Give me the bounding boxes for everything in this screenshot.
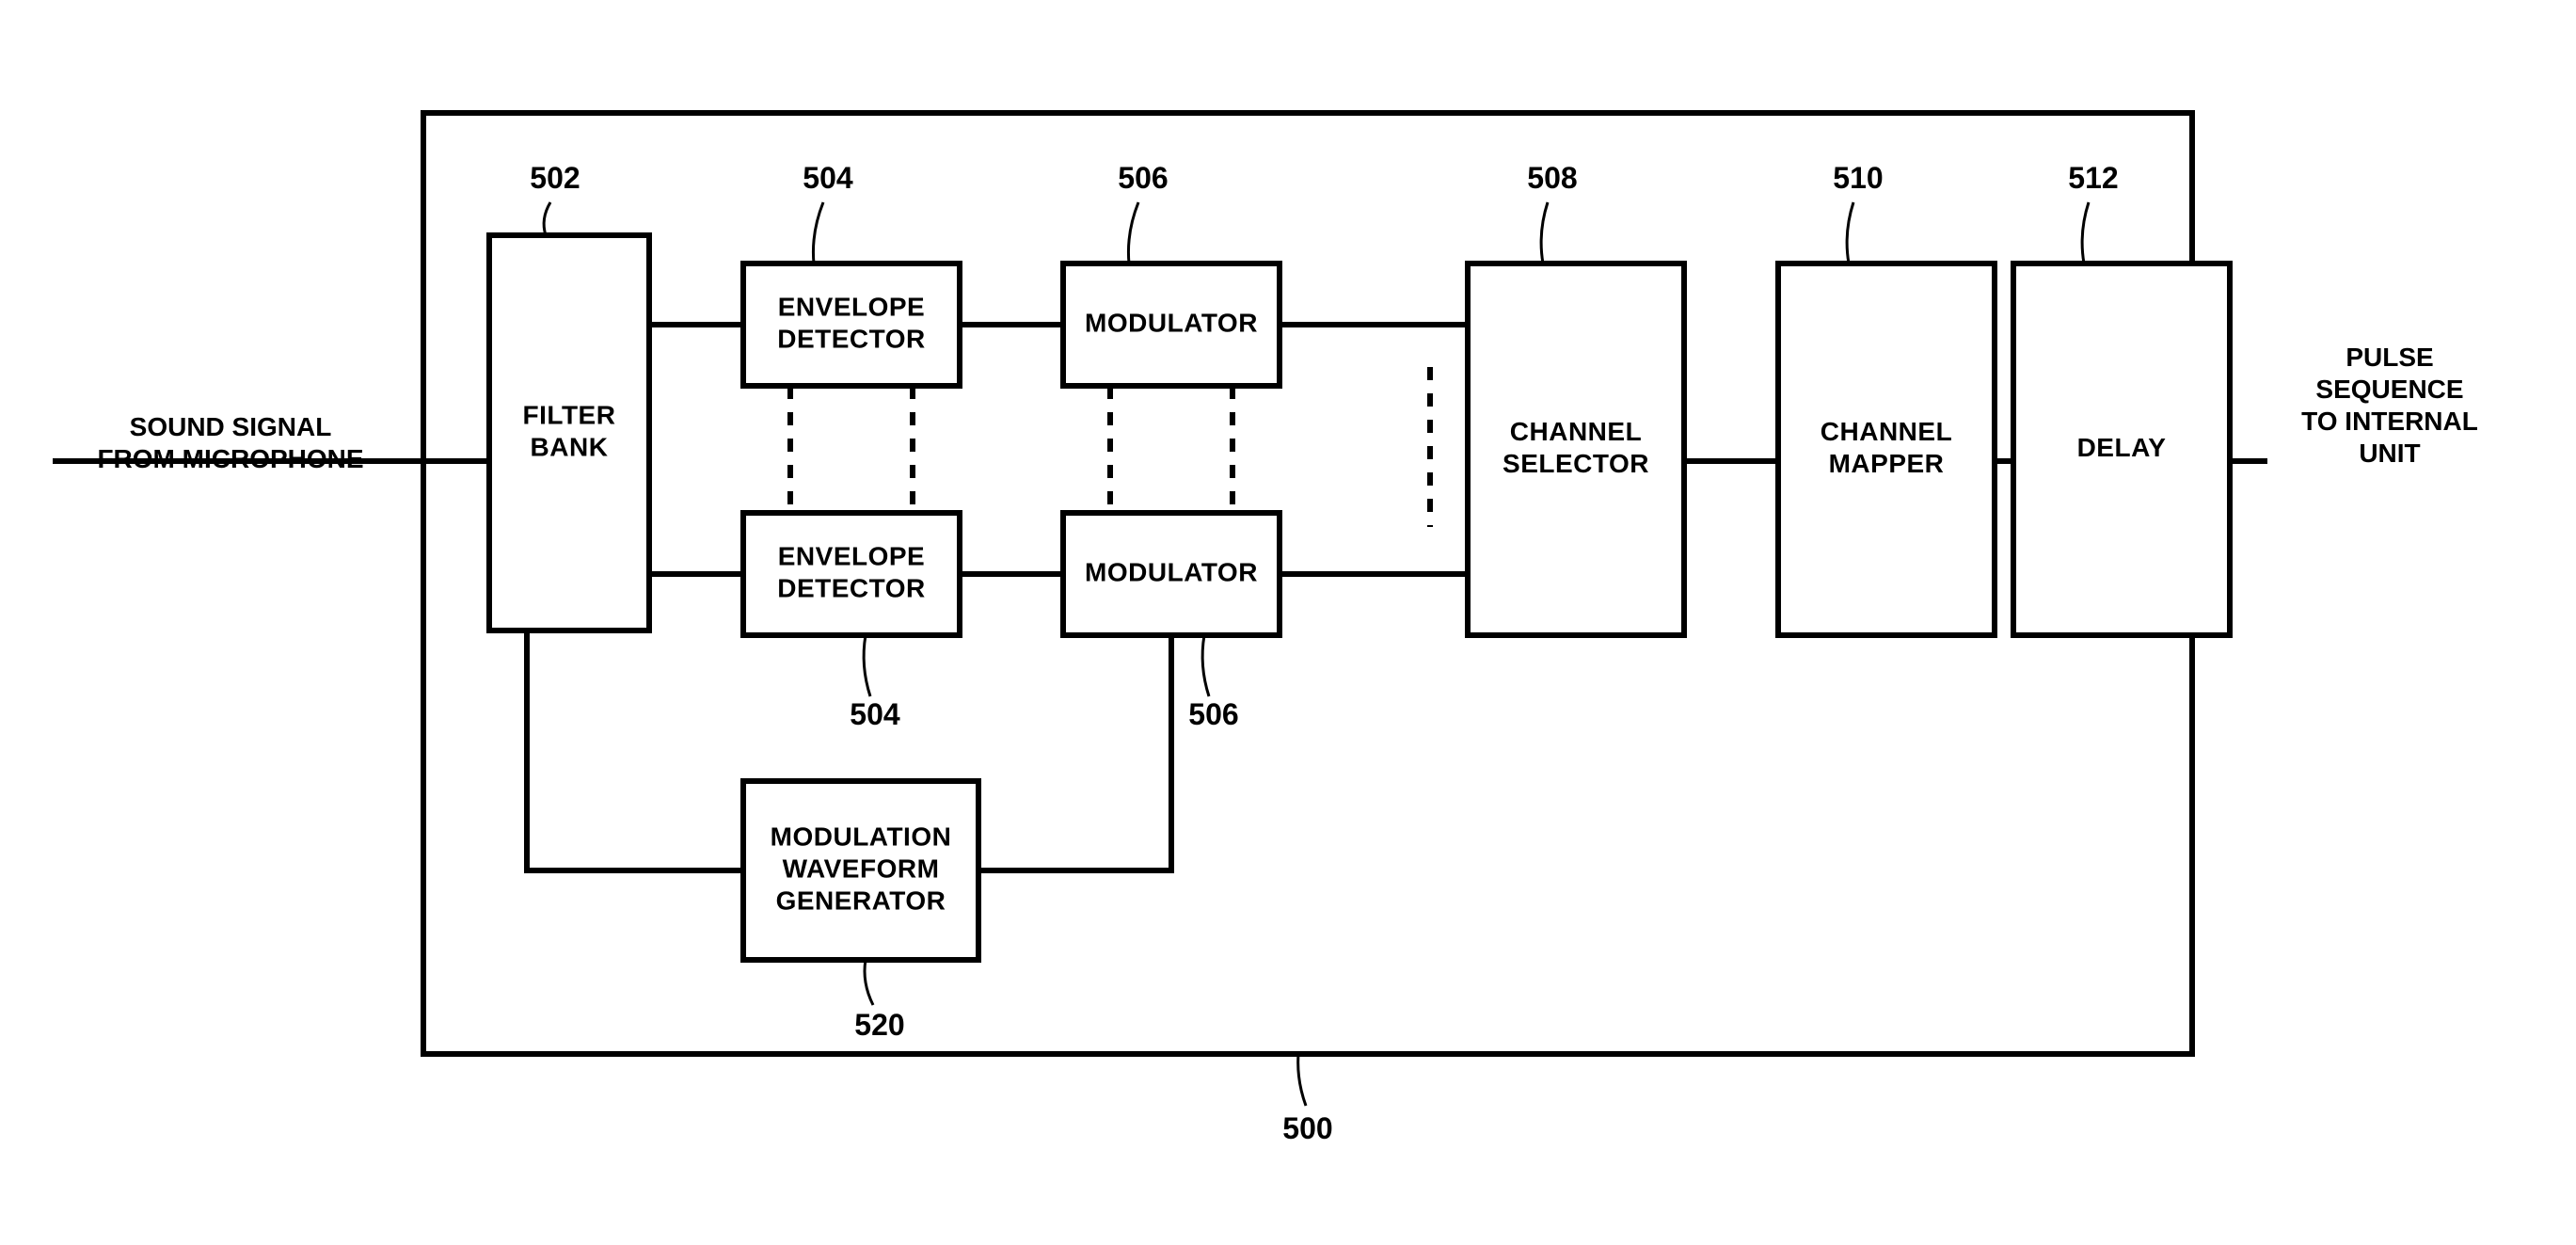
label-input: SOUND SIGNAL FROM MICROPHONE: [97, 412, 363, 473]
svg-text:PULSE: PULSE: [2345, 343, 2433, 372]
svg-text:TO INTERNAL: TO INTERNAL: [2301, 407, 2478, 436]
svg-text:DELAY: DELAY: [2077, 433, 2167, 462]
ref-chsel: 508: [1527, 161, 1577, 195]
lead-mod_top: [1128, 202, 1138, 263]
svg-text:FROM MICROPHONE: FROM MICROPHONE: [97, 444, 363, 473]
ref-mwg: 520: [854, 1008, 904, 1042]
svg-text:ENVELOPE: ENVELOPE: [778, 292, 925, 321]
lead-filter: [544, 202, 550, 235]
lead-env_bot: [864, 635, 870, 696]
block-mwg-label: MODULATION WAVEFORM GENERATOR: [771, 822, 952, 915]
ref-env_bot: 504: [850, 697, 900, 731]
svg-text:DETECTOR: DETECTOR: [777, 573, 926, 602]
svg-text:MODULATOR: MODULATOR: [1085, 308, 1258, 337]
svg-text:WAVEFORM: WAVEFORM: [783, 854, 940, 883]
label-output: PULSE SEQUENCE TO INTERNAL UNIT: [2301, 343, 2478, 468]
svg-text:UNIT: UNIT: [2359, 439, 2420, 468]
block-delay-label: DELAY: [2077, 433, 2167, 462]
block-mod_top-label: MODULATOR: [1085, 308, 1258, 337]
ref-chmap: 510: [1833, 161, 1883, 195]
svg-text:MODULATOR: MODULATOR: [1085, 557, 1258, 586]
lead-chmap: [1847, 202, 1853, 263]
svg-text:CHANNEL: CHANNEL: [1821, 417, 1952, 446]
svg-text:SOUND SIGNAL: SOUND SIGNAL: [130, 412, 332, 441]
ref-env_top: 504: [803, 161, 853, 195]
svg-text:SEQUENCE: SEQUENCE: [2315, 375, 2463, 404]
svg-text:CHANNEL: CHANNEL: [1510, 417, 1642, 446]
svg-text:MODULATION: MODULATION: [771, 822, 952, 851]
svg-text:BANK: BANK: [531, 432, 609, 461]
lead-delay: [2082, 202, 2089, 263]
svg-text:GENERATOR: GENERATOR: [776, 886, 946, 915]
svg-text:DETECTOR: DETECTOR: [777, 324, 926, 353]
lead-outer: [1298, 1054, 1306, 1106]
wire-10: [978, 635, 1171, 870]
ref-outer: 500: [1282, 1111, 1332, 1145]
ref-delay: 512: [2068, 161, 2118, 195]
svg-text:FILTER: FILTER: [523, 400, 616, 429]
ref-mod_bot: 506: [1188, 697, 1238, 731]
ref-filter: 502: [530, 161, 580, 195]
wire-9: [527, 630, 743, 870]
svg-text:SELECTOR: SELECTOR: [1503, 449, 1649, 478]
lead-chsel: [1541, 202, 1548, 263]
lead-mod_bot: [1202, 635, 1209, 696]
lead-env_top: [813, 202, 823, 263]
ref-mod_top: 506: [1118, 161, 1168, 195]
svg-text:ENVELOPE: ENVELOPE: [778, 541, 925, 570]
block-mod_bot-label: MODULATOR: [1085, 557, 1258, 586]
lead-mwg: [865, 960, 873, 1005]
svg-text:MAPPER: MAPPER: [1829, 449, 1945, 478]
